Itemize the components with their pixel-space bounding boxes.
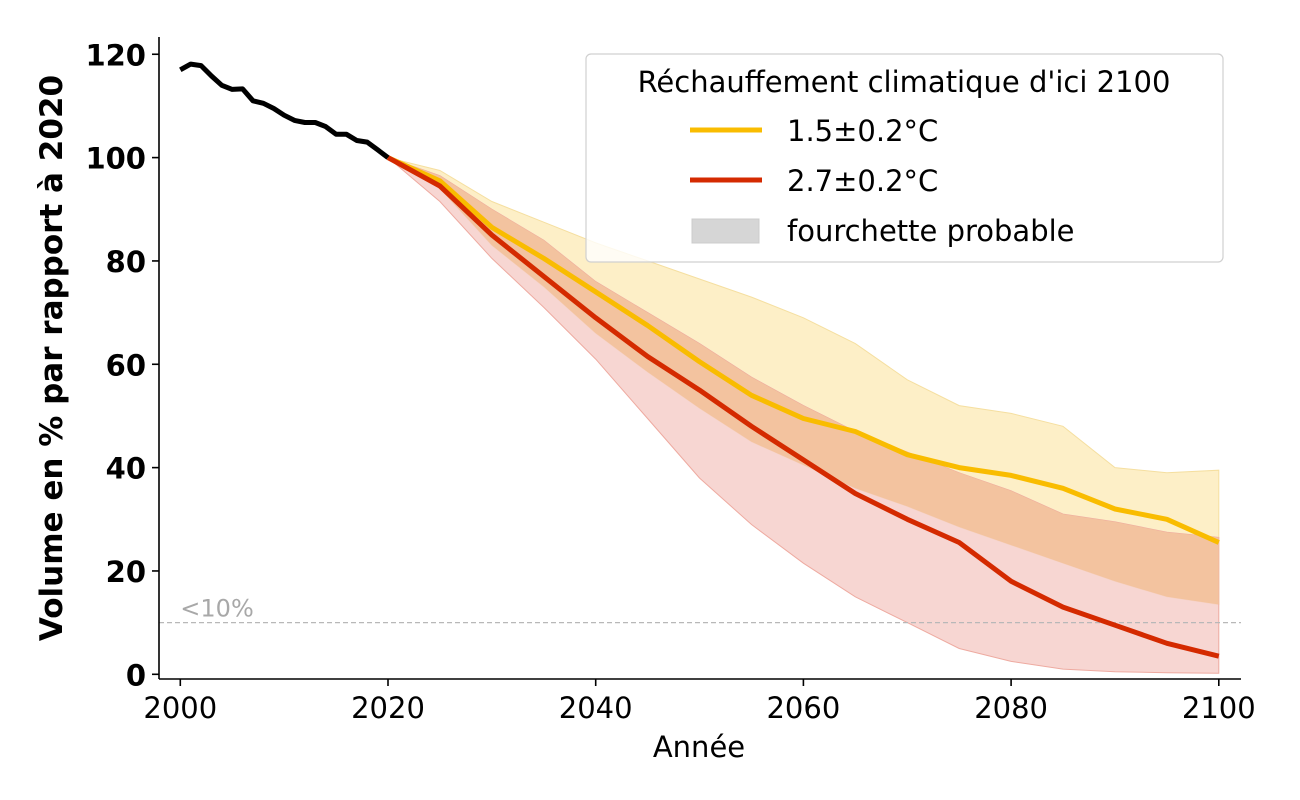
legend-label-1-5: 1.5±0.2°C [787, 114, 938, 148]
line-2-7-0-2-C [386, 155, 1220, 659]
reference-line-group: <10% [159, 595, 1241, 624]
legend-label-range: fourchette probable [787, 214, 1075, 248]
x-tick-label: 2080 [974, 691, 1048, 725]
y-ticks: 0 20 40 60 80 100 120 [85, 38, 159, 692]
y-tick-label: 40 [106, 452, 146, 486]
x-tick-label: 2000 [143, 691, 217, 725]
legend-label-2-7: 2.7±0.2°C [787, 164, 938, 198]
legend-title: Réchauffement climatique d'ici 2100 [638, 65, 1171, 99]
line-historical [179, 61, 390, 160]
y-tick-label: 0 [126, 658, 146, 692]
x-ticks: 2000 2020 2040 2060 2080 2100 [143, 679, 1256, 725]
x-axis-label: Année [653, 730, 745, 764]
reference-line-label: <10% [180, 595, 253, 623]
x-tick-label: 2100 [1182, 691, 1256, 725]
legend: Réchauffement climatique d'ici 2100 1.5±… [585, 53, 1224, 263]
legend-swatch-range [691, 218, 760, 244]
y-axis-label: Volume en % par rapport à 2020 [34, 75, 70, 641]
legend-frame [585, 53, 1224, 263]
x-tick-label: 2020 [351, 691, 425, 725]
uncertainty-bands [387, 157, 1220, 674]
x-tick-label: 2040 [559, 691, 633, 725]
y-tick-label: 60 [106, 348, 146, 382]
line-1-5-0-2-C [386, 155, 1220, 545]
y-tick-label: 100 [85, 142, 146, 176]
x-tick-label: 2060 [766, 691, 840, 725]
band-overlap [388, 157, 1219, 605]
y-tick-label: 20 [106, 555, 146, 589]
y-tick-label: 80 [106, 245, 146, 279]
y-tick-label: 120 [85, 38, 146, 72]
series-lines [179, 61, 1220, 659]
